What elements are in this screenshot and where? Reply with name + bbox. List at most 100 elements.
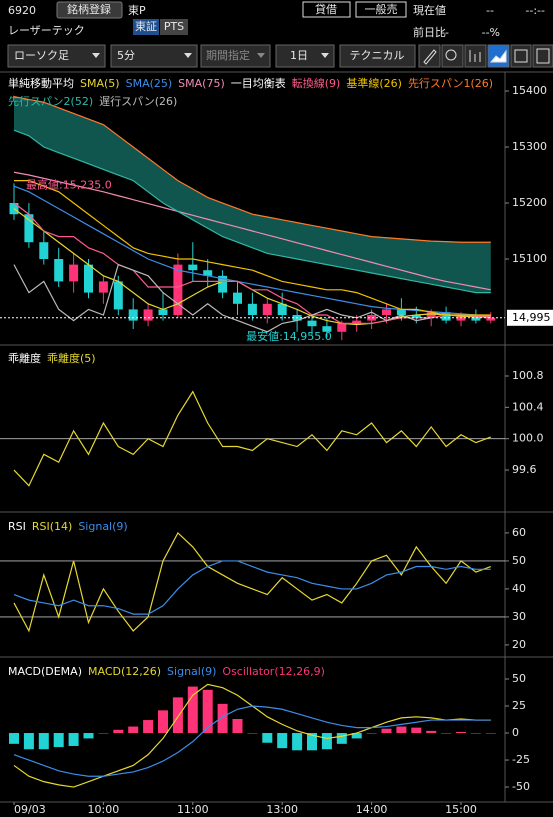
legend-entry: 乖離度 [8, 351, 41, 365]
candle-body [486, 317, 496, 321]
period-label[interactable]: 期間指定 [206, 48, 250, 62]
oscillator-bar [426, 730, 437, 734]
candle-body [173, 264, 183, 316]
legend-entry: SMA(5) [80, 77, 120, 90]
y-tick-label: 15400 [512, 84, 547, 97]
oscillator-bar [172, 697, 183, 734]
period-select[interactable] [200, 44, 271, 68]
legend-entry: SMA(25) [126, 77, 173, 90]
oscillator-bar [485, 733, 496, 734]
stock-name: レーザーテック [8, 24, 85, 37]
register-label[interactable]: 銘柄登録 [67, 2, 111, 16]
candle-body [441, 312, 451, 321]
range-label[interactable]: 1日 [290, 49, 308, 62]
bars-icon [469, 50, 481, 62]
legend-entry: MACD(12,26) [88, 665, 161, 678]
price: -- [486, 4, 494, 17]
candle-body [218, 275, 228, 293]
y-tick-label: -25 [512, 753, 530, 766]
oscillator-bar [113, 729, 124, 734]
oscillator-bar [441, 733, 452, 734]
register-button[interactable] [56, 1, 123, 19]
technical-label[interactable]: テクニカル [350, 49, 405, 62]
candle-body [262, 303, 272, 316]
series-line [13, 705, 491, 777]
interval-select[interactable] [110, 44, 198, 68]
x-tick-label: 15:00 [445, 803, 477, 816]
oscillator-bar [411, 727, 422, 734]
oscillator-bar [456, 731, 466, 734]
panel-icon [536, 48, 550, 64]
candle-body [203, 270, 213, 276]
series-line [13, 171, 491, 291]
oscillator-bar [53, 733, 64, 748]
candle-body [322, 326, 332, 332]
legend-entry: 先行スパン2(52) [8, 95, 93, 108]
y-tick-label: 15200 [512, 196, 547, 209]
candle-body [84, 264, 93, 293]
chart-type-label[interactable]: ローソク足 [14, 49, 69, 62]
disk [514, 49, 528, 63]
chart-type-select[interactable] [7, 44, 106, 68]
charts: 15400 15300 15200 15100 14,995 最高値:15,235.0 最安… [0, 76, 553, 816]
series-line [13, 96, 491, 243]
change-pct: --% [482, 26, 500, 39]
series-line [13, 531, 492, 633]
tab-tse[interactable] [133, 19, 159, 35]
oscillator-bar [381, 728, 392, 734]
low-label: 最安値:14,955.0 [246, 329, 332, 343]
lend-label[interactable]: 貸借 [315, 2, 337, 16]
series-line [13, 202, 491, 325]
last-price-box [507, 309, 553, 326]
interval-label[interactable]: 5分 [117, 49, 135, 62]
tab-tse-label[interactable]: 東証 [135, 20, 157, 33]
series-line [13, 129, 491, 294]
candle-body [143, 309, 153, 321]
legend-entry: 転換線(9) [292, 76, 341, 90]
oscillator-bar [292, 733, 303, 751]
candle-body [247, 303, 257, 316]
candle-body [24, 214, 34, 243]
oscillator-bar [23, 733, 34, 750]
legend-entry: 遅行スパン(26) [99, 95, 177, 108]
oscillator-bar [98, 733, 109, 734]
candle-body [39, 242, 49, 260]
lend-button[interactable] [302, 1, 351, 18]
general-label[interactable]: 一般売 [365, 3, 398, 16]
area-icon [489, 49, 507, 63]
candle-body [69, 264, 79, 282]
save-icon[interactable] [510, 44, 532, 68]
legend-entry: 乖離度(5) [47, 351, 96, 365]
tab-pts[interactable] [160, 19, 188, 35]
market: 東P [128, 4, 146, 17]
general-button[interactable] [355, 1, 407, 18]
oscillator-bar [336, 733, 347, 744]
tab-pts-label[interactable]: PTS [164, 20, 184, 33]
oscillator-bar [247, 733, 258, 734]
settings-icon[interactable] [532, 44, 553, 68]
last-price-label: 14,995 [512, 311, 551, 324]
candle-body [471, 315, 481, 321]
candle-body [396, 309, 406, 316]
candle-body [277, 303, 287, 316]
y-tick-label: 100.8 [512, 369, 544, 382]
series-line [13, 185, 491, 317]
oscillator-bar [351, 733, 362, 739]
candle-body [337, 323, 347, 332]
oscillator-bar [470, 733, 481, 734]
x-tick-label: 09/03 [14, 803, 46, 816]
legend-entry: 単純移動平均 [8, 76, 74, 90]
oscillator-bar [307, 733, 317, 751]
y-tick-label: -50 [512, 780, 530, 793]
series-line [13, 560, 491, 615]
change: -- [441, 26, 449, 39]
range-select[interactable] [275, 44, 335, 68]
y-tick-label: 15300 [512, 140, 547, 153]
y-tick-label: 30 [512, 610, 526, 623]
candle-body [426, 312, 436, 318]
oscillator-bar [262, 733, 273, 743]
zoom-icon[interactable] [441, 44, 464, 68]
technical-button[interactable] [339, 44, 416, 68]
candle-body [233, 292, 242, 304]
